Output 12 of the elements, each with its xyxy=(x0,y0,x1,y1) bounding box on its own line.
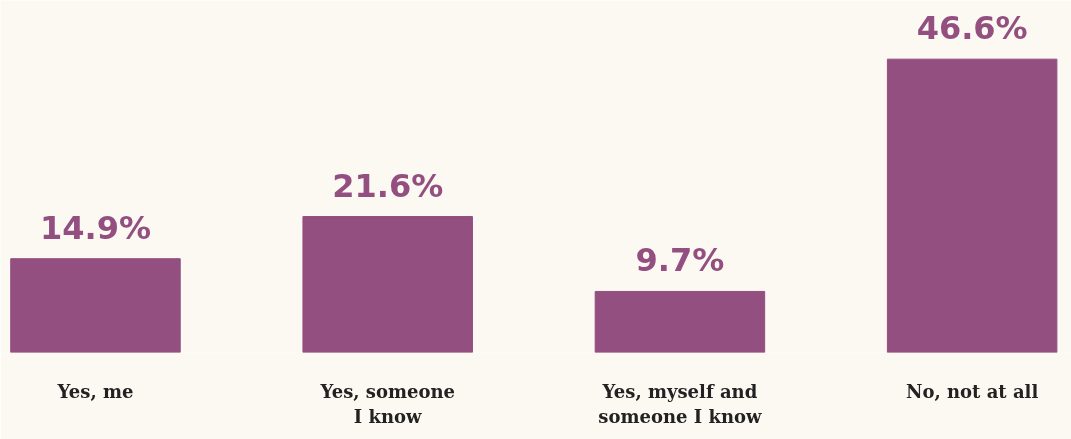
bar xyxy=(886,58,1058,353)
data-label: 21.6% xyxy=(332,166,444,205)
bar xyxy=(302,216,473,353)
data-label: 9.7% xyxy=(635,241,725,280)
bar xyxy=(594,290,766,353)
x-tick-label: Yes, someone I know xyxy=(319,380,455,427)
data-label: 14.9% xyxy=(39,208,151,247)
data-label: 46.6% xyxy=(916,9,1028,48)
bar xyxy=(10,258,181,353)
x-tick-label: No, not at all xyxy=(906,380,1039,402)
x-tick-label: Yes, me xyxy=(56,380,134,402)
x-tick-label: Yes, myself and someone I know xyxy=(598,380,763,427)
